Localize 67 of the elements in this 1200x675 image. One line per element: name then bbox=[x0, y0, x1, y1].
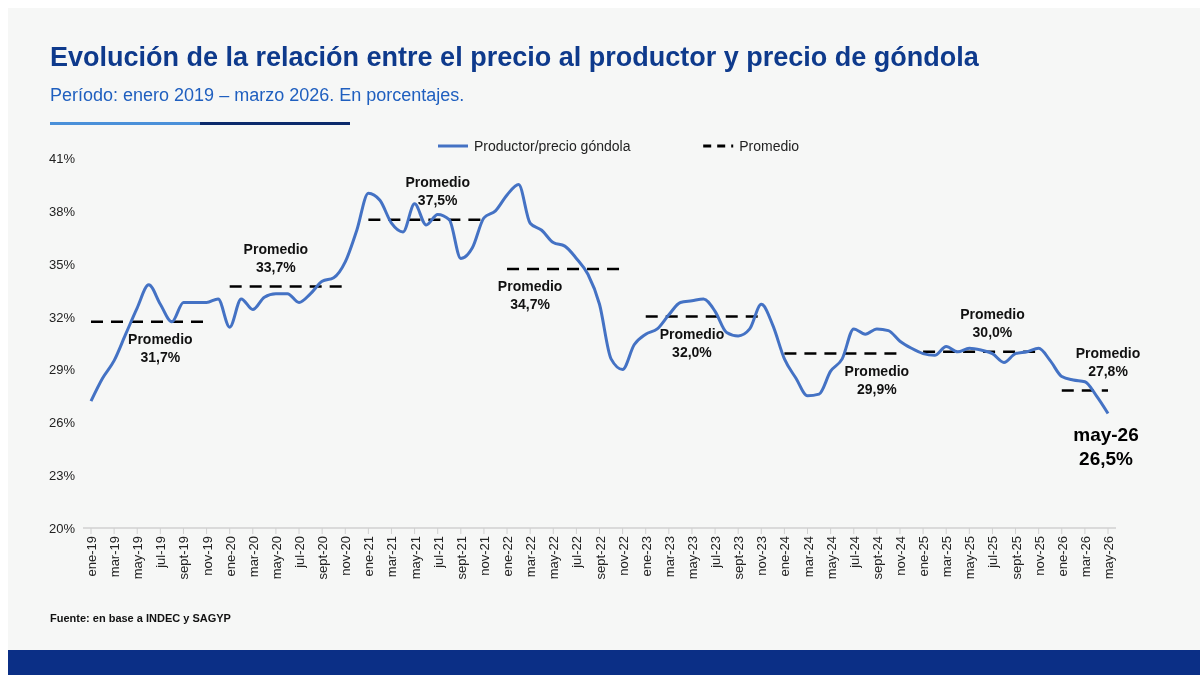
x-tick-label: mar-26 bbox=[1077, 536, 1093, 578]
x-tick-label: nov-24 bbox=[892, 536, 908, 576]
legend-label: Promedio bbox=[739, 138, 800, 154]
x-tick-label: ene-21 bbox=[361, 536, 377, 577]
x-tick-label: jul-24 bbox=[846, 536, 862, 569]
y-tick-label: 29% bbox=[48, 362, 76, 378]
y-tick-label: 32% bbox=[48, 309, 76, 325]
y-tick-label: 38% bbox=[48, 203, 76, 219]
x-tick-label: ene-24 bbox=[777, 536, 793, 577]
x-tick-label: mar-24 bbox=[800, 536, 816, 578]
x-tick-label: sept-20 bbox=[315, 536, 331, 580]
x-tick-label: ene-26 bbox=[1054, 536, 1070, 577]
x-tick-label: may-26 bbox=[1101, 536, 1116, 580]
y-tick-label: 23% bbox=[48, 468, 76, 484]
x-tick-label: nov-19 bbox=[199, 536, 215, 576]
x-tick-label: jul-25 bbox=[985, 536, 1001, 569]
x-tick-label: jul-20 bbox=[292, 536, 308, 569]
y-tick-label: 26% bbox=[48, 415, 76, 431]
x-tick-label: jul-21 bbox=[430, 536, 446, 569]
legend-label: Productor/precio góndola bbox=[474, 138, 631, 154]
x-tick-label: sept-22 bbox=[592, 536, 608, 580]
annotation: Promedio 37,5% bbox=[405, 173, 470, 208]
annotation: Promedio 30,0% bbox=[960, 305, 1025, 340]
x-tick-label: nov-23 bbox=[754, 536, 770, 576]
x-tick-label: mar-21 bbox=[384, 536, 400, 578]
annotation: Promedio 29,9% bbox=[844, 362, 910, 397]
x-tick-label: mar-25 bbox=[939, 536, 955, 578]
x-tick-label: nov-25 bbox=[1031, 536, 1047, 576]
x-tick-label: ene-25 bbox=[916, 536, 932, 577]
annotation: Promedio 27,8% bbox=[1075, 344, 1141, 379]
x-tick-label: mar-23 bbox=[661, 536, 677, 578]
source-note: Fuente: en base a INDEC y SAGYP bbox=[50, 612, 231, 624]
x-tick-label: mar-19 bbox=[107, 536, 123, 578]
x-tick-label: may-20 bbox=[268, 536, 284, 580]
x-tick-label: nov-20 bbox=[338, 536, 354, 576]
annotation: may-26 26,5% bbox=[1073, 424, 1139, 470]
x-tick-label: may-19 bbox=[130, 536, 146, 580]
x-tick-label: ene-19 bbox=[84, 536, 99, 577]
x-tick-label: may-22 bbox=[546, 536, 562, 580]
x-tick-label: may-21 bbox=[407, 536, 423, 580]
x-tick-label: nov-22 bbox=[615, 536, 631, 576]
x-tick-label: sept-19 bbox=[176, 536, 192, 580]
x-tick-label: jul-22 bbox=[569, 536, 585, 569]
annotation: Promedio 31,7% bbox=[128, 330, 193, 365]
x-tick-label: sept-25 bbox=[1008, 536, 1024, 580]
chart-subtitle: Período: enero 2019 – marzo 2026. En porcentajes. bbox=[50, 85, 465, 105]
x-tick-label: ene-20 bbox=[222, 536, 238, 577]
x-tick-label: may-24 bbox=[823, 536, 839, 580]
annotation: Promedio 34,7% bbox=[497, 278, 563, 312]
x-tick-label: jul-19 bbox=[153, 536, 169, 569]
y-tick-label: 35% bbox=[48, 256, 76, 272]
y-tick-label: 20% bbox=[48, 521, 76, 536]
annotation: Promedio 33,7% bbox=[243, 240, 309, 275]
x-tick-label: nov-21 bbox=[476, 536, 492, 576]
x-tick-label: sept-21 bbox=[453, 536, 469, 580]
x-tick-label: ene-23 bbox=[638, 536, 654, 577]
x-tick-label: jul-23 bbox=[708, 536, 724, 569]
x-tick-label: sept-23 bbox=[731, 536, 747, 580]
x-tick-label: may-25 bbox=[962, 536, 978, 580]
x-tick-label: mar-22 bbox=[523, 536, 539, 578]
x-tick-label: sept-24 bbox=[869, 536, 885, 580]
y-tick-label: 41% bbox=[48, 151, 76, 166]
x-tick-label: ene-22 bbox=[500, 536, 516, 577]
annotation: Promedio 32,0% bbox=[659, 325, 725, 360]
x-tick-label: mar-20 bbox=[245, 536, 261, 578]
chart-title: Evolución de la relación entre el precio al productor y precio de góndola bbox=[50, 42, 980, 72]
x-tick-label: may-23 bbox=[684, 536, 700, 580]
